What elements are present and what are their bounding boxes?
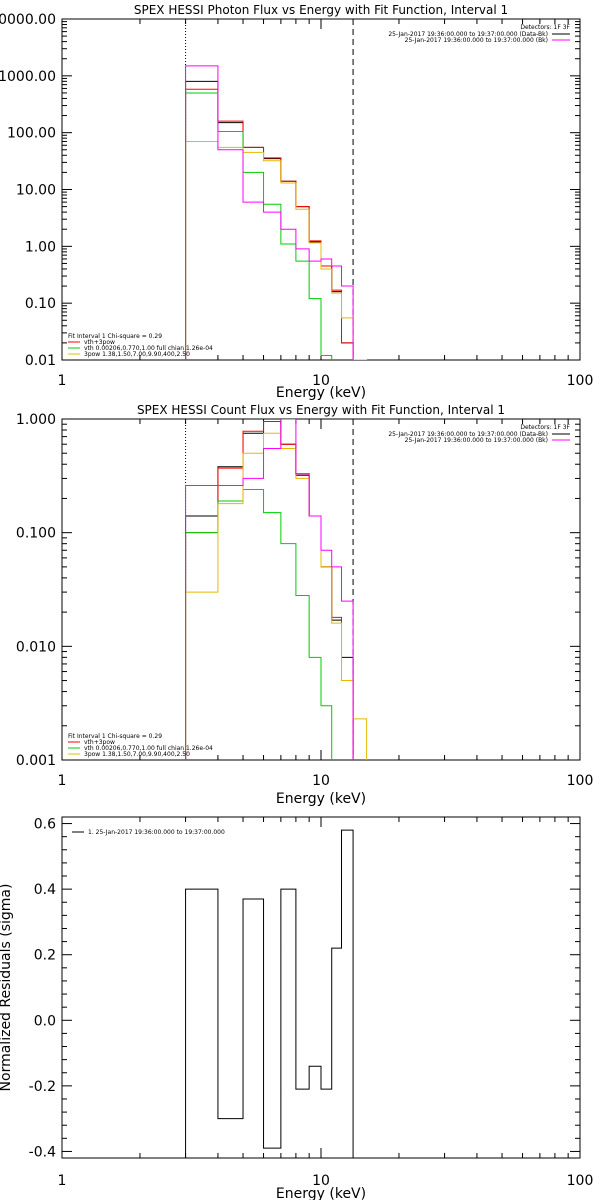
y-tick-label: 0.0 <box>34 1013 56 1029</box>
x-tick-label: 100 <box>567 773 594 789</box>
plot-frame <box>61 418 581 761</box>
y-tick-label: 10.00 <box>16 183 56 199</box>
legend-entry: 3pow 1.38,1.50,7.00,9.90,400,2.50 <box>84 751 190 758</box>
series-line-3pow <box>185 140 368 360</box>
y-tick-label: 100.00 <box>7 126 56 142</box>
legend-entry: 1. 25-Jan-2017 19:36:00.000 to 19:37:00.… <box>88 829 225 836</box>
y-tick-label: -0.4 <box>29 1144 56 1160</box>
series-line-data-bk <box>185 80 354 360</box>
series-group <box>185 419 368 760</box>
y-tick-label: 0.2 <box>34 948 56 964</box>
x-tick-label: 10 <box>312 773 330 789</box>
series-line-vth <box>185 92 333 360</box>
series-line-1-25-jan-2017-19-36-00-000-to-19-37-00-000 <box>185 829 354 1158</box>
detectors-label: Detectors: 1F 3F <box>520 24 570 31</box>
legend-entry: 25-Jan-2017 19:36:00.000 to 19:37:00.000… <box>388 31 548 38</box>
x-tick-label: 10 <box>312 373 330 389</box>
x-tick-label: 1 <box>58 1173 67 1189</box>
series-group <box>185 65 368 360</box>
series-line-vth <box>185 488 333 760</box>
legend-entry: 25-Jan-2017 19:36:00.000 to 19:37:00.000… <box>405 437 548 444</box>
x-axis-label: Energy (keV) <box>276 791 366 807</box>
y-tick-label: 0.01 <box>25 353 56 369</box>
y-tick-label: 0.010 <box>16 639 56 655</box>
y-tick-label: 0.100 <box>16 526 56 542</box>
fit-info-label: Fit Interval 1 Chi-square = 0.29 <box>68 333 162 340</box>
y-tick-label: 0.6 <box>34 817 56 833</box>
x-axis-label: Energy (keV) <box>276 385 366 401</box>
legend-entry: 25-Jan-2017 19:36:00.000 to 19:37:00.000… <box>388 431 548 438</box>
legend-entry: vth 0.00206,0.770,1.00 full chian 1.26e-… <box>84 345 213 352</box>
x-tick-label: 100 <box>567 1173 594 1189</box>
detectors-label: Detectors: 1F 3F <box>520 424 570 431</box>
chart-title: SPEX HESSI Count Flux vs Energy with Fit… <box>137 403 505 417</box>
y-tick-label: -0.2 <box>29 1079 56 1095</box>
chart-panel-2: SPEX HESSI Count Flux vs Energy with Fit… <box>16 403 593 807</box>
legend-entry: vth 0.00206,0.770,1.00 full chian 1.26e-… <box>84 745 213 752</box>
y-axis-label: Normalized Residuals (sigma) <box>0 884 14 1092</box>
series-line-3pow <box>185 432 368 760</box>
legend-entry: 25-Jan-2017 19:36:00.000 to 19:37:00.000… <box>405 37 548 44</box>
chart-title: SPEX HESSI Photon Flux vs Energy with Fi… <box>134 3 508 17</box>
legend-entry: 3pow 1.38,1.50,7.00,9.90,400,2.50 <box>84 351 190 358</box>
y-tick-label: 0000.00 <box>0 12 56 28</box>
x-tick-label: 100 <box>567 373 594 389</box>
chart-panel-3: 1 10 100 -0.4 -0.2 0.0 0.2 0.4 0.6 Energy (keV) No… <box>0 816 594 1200</box>
series-group <box>185 829 354 1158</box>
x-tick-label: 10 <box>312 1173 330 1189</box>
y-tick-label: 1.00 <box>25 239 56 255</box>
y-tick-label: 0.001 <box>16 753 56 769</box>
series-line-bk <box>185 419 354 760</box>
series-line-vth-3pow <box>185 88 354 360</box>
y-tick-label: 1.000 <box>16 412 56 428</box>
y-tick-label: 1000.00 <box>0 69 56 85</box>
legend-entry: vth+3pow <box>84 339 115 346</box>
x-tick-label: 1 <box>58 373 67 389</box>
legend-entry: vth+3pow <box>84 739 115 746</box>
plot-frame <box>61 816 581 1159</box>
chart-panel-1: SPEX HESSI Photon Flux vs Energy with Fi… <box>0 3 593 401</box>
y-tick-label: 0.10 <box>25 296 56 312</box>
fit-info-label: Fit Interval 1 Chi-square = 0.29 <box>68 733 162 740</box>
y-tick-label: 0.4 <box>34 882 56 898</box>
x-tick-label: 1 <box>58 773 67 789</box>
series-line-bk <box>185 65 354 360</box>
x-axis-label: Energy (keV) <box>276 1186 366 1200</box>
